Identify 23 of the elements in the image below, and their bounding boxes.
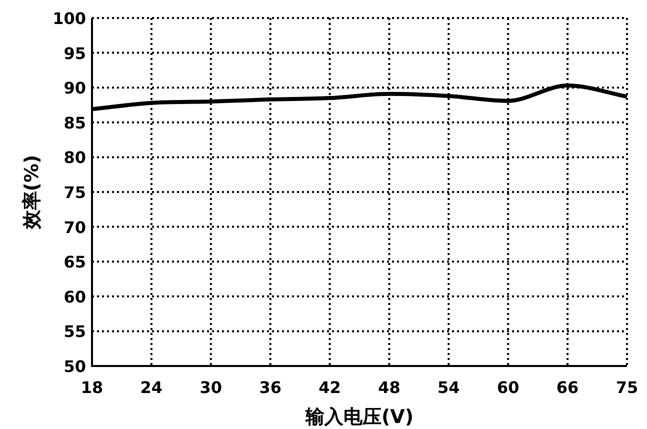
x-tick-label: 54 [438, 378, 460, 397]
y-tick-label: 75 [64, 183, 86, 202]
x-tick-label: 24 [140, 378, 163, 397]
y-tick-label: 85 [64, 113, 86, 132]
x-tick-label: 48 [378, 378, 400, 397]
y-tick-label: 95 [64, 44, 86, 63]
y-tick-label: 65 [64, 252, 86, 272]
x-tick-label: 60 [496, 378, 520, 397]
x-tick-label: 18 [80, 378, 104, 397]
y-tick-label: 80 [64, 148, 86, 168]
x-tick-label: 36 [259, 378, 282, 397]
x-tick-label: 75 [616, 378, 638, 397]
x-tick-label: 30 [200, 378, 222, 397]
x-tick-label: 42 [318, 378, 341, 397]
y-tick-label: 55 [64, 322, 86, 342]
y-tick-label: 90 [64, 78, 86, 98]
y-tick-label: 100 [52, 9, 86, 28]
x-tick-label: 66 [556, 378, 579, 397]
x-axis-title: 输入电压(V) [304, 406, 414, 428]
y-axis-title: 效率(%) [21, 154, 43, 230]
y-tick-label: 70 [64, 218, 86, 237]
y-tick-label: 50 [64, 357, 86, 376]
y-tick-label: 60 [64, 287, 86, 306]
